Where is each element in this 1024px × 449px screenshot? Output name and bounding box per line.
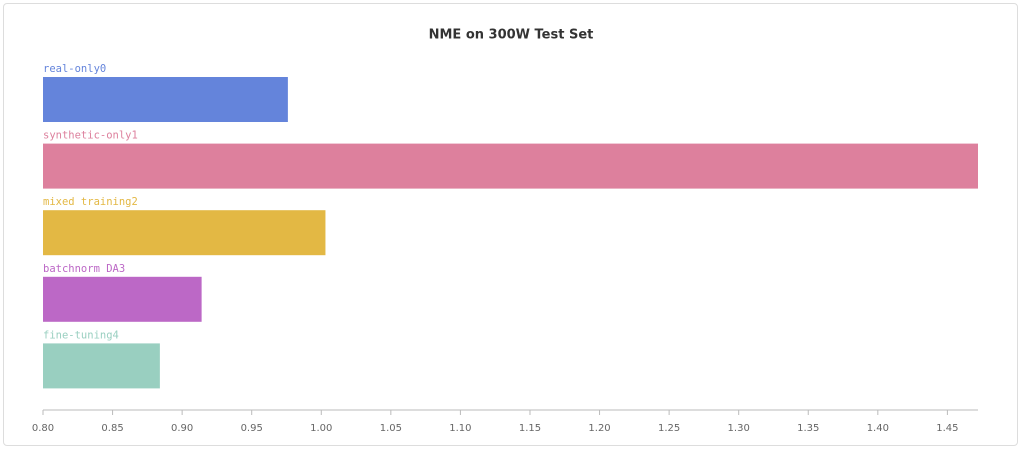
bar [43,143,978,189]
bar-label: fine-tuning4 [43,329,119,341]
x-tick-label: 1.15 [519,423,541,434]
x-tick-label: 1.40 [867,423,889,434]
bar-label: mixed training2 [43,196,138,208]
bar-label: synthetic-only1 [43,130,138,142]
bar [43,276,202,322]
x-tick-label: 0.95 [241,423,263,434]
x-tick-label: 1.35 [797,423,819,434]
x-tick-label: 1.10 [449,423,471,434]
x-tick-label: 1.00 [310,423,332,434]
bar-label: real-only0 [43,63,106,75]
x-tick-label: 1.25 [658,423,680,434]
bar-label: batchnorm DA3 [43,263,125,275]
x-tick-label: 0.85 [101,423,123,434]
x-tick-label: 1.45 [936,423,958,434]
bar [43,77,288,122]
bar [43,210,326,256]
panel [3,3,1018,446]
bar [43,343,160,389]
x-tick-label: 0.80 [32,423,54,434]
x-tick-label: 1.20 [588,423,610,434]
x-tick-label: 0.90 [171,423,193,434]
x-tick-label: 1.30 [728,423,750,434]
x-tick-label: 1.05 [380,423,402,434]
chart-title: NME on 300W Test Set [429,28,594,43]
